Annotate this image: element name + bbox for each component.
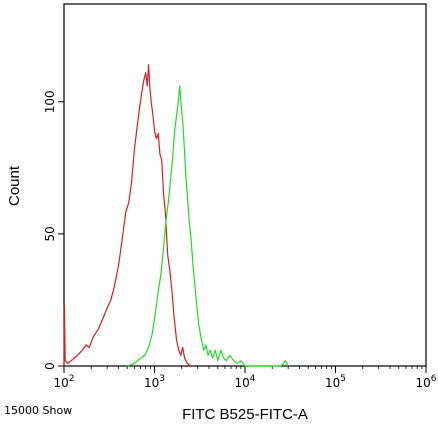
series-line-2 <box>127 85 289 367</box>
footer-text: 15000 Show <box>4 404 72 417</box>
series-line-1 <box>63 64 191 367</box>
x-tick-label: 106 <box>415 374 436 390</box>
x-tick-label: 103 <box>144 374 165 390</box>
y-axis-title: Count <box>6 165 23 206</box>
y-tick-label: 100 <box>43 90 57 113</box>
axis-ticks: 0 50 100 102 103 104 105 106 <box>43 90 437 390</box>
y-tick-label: 0 <box>43 362 57 370</box>
x-tick-label: 102 <box>53 374 74 390</box>
y-tick-label: 50 <box>43 226 57 241</box>
series-layer <box>63 64 289 367</box>
plot-frame <box>63 3 427 367</box>
x-axis-title: FITC B525-FITC-A <box>182 406 308 423</box>
x-tick-label: 104 <box>234 374 255 390</box>
x-tick-label: 105 <box>325 374 346 390</box>
